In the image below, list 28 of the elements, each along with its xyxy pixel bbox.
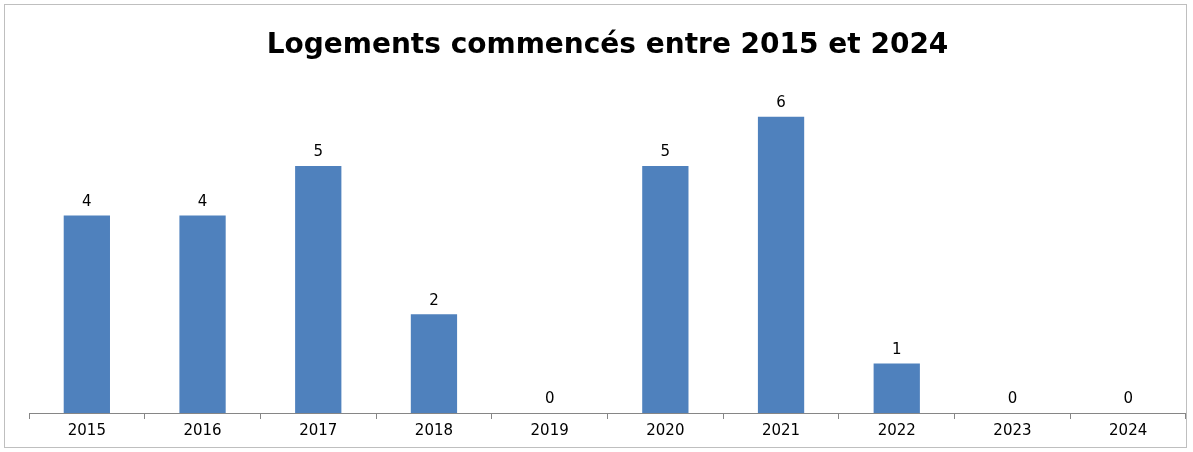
data-label: 0 [1007,389,1018,408]
data-label: 5 [313,142,324,161]
data-label: 4 [82,191,92,210]
bar [63,215,110,413]
data-label: 5 [660,142,671,161]
chart-title: Logements commencés entre 2015 et 2024 [266,27,949,61]
data-label: 0 [544,389,555,408]
bar [873,363,920,413]
data-label: 2 [429,290,439,309]
bar [757,116,805,413]
x-tick-label: 2019 [530,420,569,439]
data-label: 6 [776,92,786,111]
bar [642,166,689,413]
data-label: 0 [1123,389,1133,408]
bar [410,314,458,413]
x-tick-label: 2022 [877,420,916,439]
x-tick-label: 2016 [183,420,222,439]
x-tick-label: 2018 [414,420,454,439]
x-tick-label: 2020 [646,420,685,439]
x-tick-label: 2023 [993,420,1032,439]
x-tick-label: 2015 [67,420,106,439]
x-tick-label: 2017 [299,420,338,439]
data-label: 4 [197,191,208,210]
data-label: 1 [891,339,902,358]
bar [295,166,342,413]
x-tick-label: 2024 [1109,420,1148,439]
x-tick-label: 2021 [761,420,801,439]
bar [179,215,226,413]
